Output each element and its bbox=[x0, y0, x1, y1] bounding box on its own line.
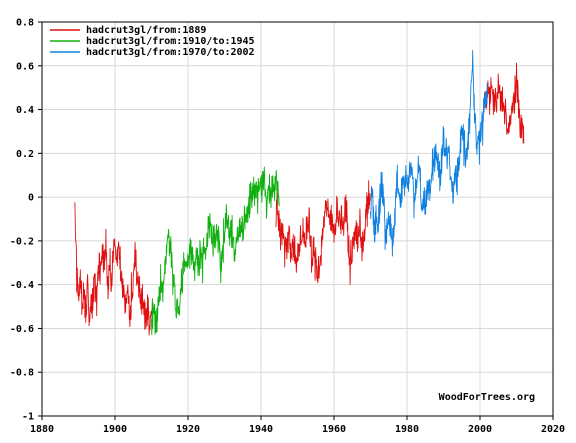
series-layer bbox=[74, 50, 525, 336]
series-line bbox=[370, 50, 488, 257]
legend-label: hadcrut3gl/from:1910/to:1945 bbox=[86, 36, 255, 47]
series-line bbox=[74, 62, 525, 336]
y-tick-label: 0.2 bbox=[16, 149, 34, 160]
x-tick-label: 1960 bbox=[322, 424, 346, 435]
y-axis: 0.8 0.6 0.4 0.2 0 -0.2 -0.4 -0.6 -0.8 -1 bbox=[10, 18, 42, 423]
y-tick-label: 0.6 bbox=[16, 61, 34, 72]
x-tick-label: 1920 bbox=[176, 424, 200, 435]
x-axis: 1880 1900 1920 1940 1960 1980 2000 2020 bbox=[30, 416, 565, 435]
y-tick-label: 0.4 bbox=[16, 105, 34, 116]
plot-frame bbox=[41, 21, 554, 417]
y-tick-label: -0.6 bbox=[10, 324, 34, 335]
x-tick-label: 1900 bbox=[103, 424, 127, 435]
series-line bbox=[151, 166, 280, 336]
credit-label: WoodForTrees.org bbox=[439, 392, 535, 403]
legend-label: hadcrut3gl/from:1970/to:2002 bbox=[86, 47, 255, 58]
y-tick-label: -0.2 bbox=[10, 236, 34, 247]
legend: hadcrut3gl/from:1889hadcrut3gl/from:1910… bbox=[50, 25, 255, 58]
legend-label: hadcrut3gl/from:1889 bbox=[86, 25, 206, 36]
y-tick-label: -0.4 bbox=[10, 280, 34, 291]
x-tick-label: 1940 bbox=[249, 424, 273, 435]
y-tick-label: -0.8 bbox=[10, 368, 34, 379]
x-tick-label: 2000 bbox=[468, 424, 492, 435]
plot-area bbox=[42, 22, 553, 416]
x-tick-label: 2020 bbox=[541, 424, 565, 435]
y-tick-label: 0.8 bbox=[16, 18, 34, 29]
y-tick-label: 0 bbox=[28, 193, 34, 204]
y-tick-label: -1 bbox=[22, 412, 34, 423]
x-tick-label: 1880 bbox=[30, 424, 54, 435]
x-tick-label: 1980 bbox=[395, 424, 419, 435]
